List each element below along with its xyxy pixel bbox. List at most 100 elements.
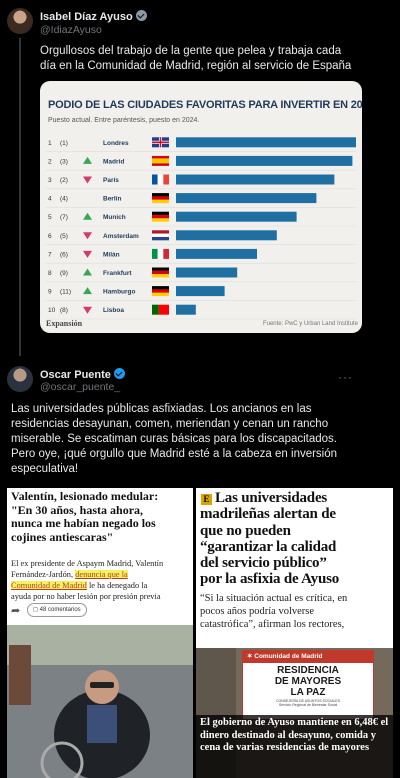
- flag-de-icon: [152, 267, 169, 278]
- rank-previous: (9): [60, 270, 68, 277]
- lede-link[interactable]: denuncia que la: [75, 570, 128, 579]
- tweet-text: Orgullosos del trabajo de la gente que p…: [40, 44, 351, 74]
- comments-count: 48 comentarios: [39, 607, 81, 613]
- bar-chart: 1 (1) Londres 2 (3) Madrid 3 (2) París 4 (4) Berlín…: [46, 137, 356, 320]
- rank-previous: (1): [60, 140, 68, 147]
- city-label: Frankfurt: [103, 270, 132, 277]
- rank-current: 7: [48, 251, 52, 258]
- chart-image[interactable]: PODIO DE LAS CIUDADES FAVORITAS PARA INV…: [40, 81, 362, 333]
- clip-headline: Las universidades madrileñas alertan de …: [200, 490, 339, 588]
- flag-stripe: [152, 286, 169, 290]
- trend-down-icon: [83, 250, 92, 258]
- flag-stripe: [152, 274, 169, 278]
- city-label: Madrid: [103, 158, 124, 165]
- photo-pedestrian: [9, 645, 31, 705]
- photo-illustration: [7, 625, 193, 778]
- author-name-text[interactable]: Oscar Puente: [40, 369, 111, 381]
- clip-lede: “Si la situación actual es crítica, en p…: [200, 592, 347, 631]
- rank-current: 1: [48, 140, 52, 147]
- flag-stripe: [152, 248, 158, 259]
- bar: [176, 137, 356, 148]
- bar: [176, 193, 317, 204]
- comment-icon: ◻: [33, 607, 38, 613]
- trend-down-icon: [83, 306, 92, 314]
- sign-header-text: Comunidad de Madrid: [254, 653, 323, 660]
- flag-es-icon: [152, 155, 169, 166]
- flag-stripe: [152, 270, 169, 275]
- avatar[interactable]: [7, 366, 33, 392]
- city-label: Lisboa: [103, 307, 124, 314]
- author-name-text[interactable]: Isabel Díaz Ayuso: [40, 11, 133, 23]
- comments-button[interactable]: ◻ 48 comentarios: [27, 603, 87, 617]
- flag-stripe: [152, 230, 169, 234]
- headline-line: Valentín, lesionado medular:: [11, 489, 159, 503]
- chart-subtitle: Puesto actual. Entre paréntesis, puesto …: [48, 117, 200, 124]
- trend-up-icon: [83, 268, 92, 276]
- more-options-icon[interactable]: ···: [338, 370, 353, 384]
- flag-nl-icon: [152, 230, 169, 241]
- flag-stripe: [152, 233, 169, 237]
- news-clip-valentin[interactable]: Valentín, lesionado medular: "En 30 años…: [7, 488, 193, 778]
- sign-line: RESIDENCIA: [277, 665, 339, 676]
- photo-shirt: [87, 705, 117, 743]
- avatar[interactable]: [7, 8, 33, 34]
- flag-it-icon: [152, 248, 169, 259]
- city-label: Milán: [103, 251, 120, 258]
- flag-stripe: [152, 289, 169, 293]
- rank-previous: (7): [60, 214, 68, 221]
- lede-line: ayuda por no haber lesión por presión pr…: [11, 592, 161, 601]
- verified-badge-icon: [135, 10, 147, 21]
- photo-wheel: [40, 741, 84, 778]
- flag-de-icon: [152, 211, 169, 222]
- sign-body: RESIDENCIA DE MAYORES LA PAZ: [243, 665, 373, 698]
- city-label: Berlín: [103, 196, 121, 203]
- tweet-text-line: Las universidades públicas asfixiadas. L…: [11, 403, 312, 415]
- author-name[interactable]: Oscar Puente: [40, 368, 125, 381]
- flag-stripe: [152, 215, 169, 219]
- tweet-text-line: Orgullosos del trabajo de la gente que p…: [40, 45, 342, 57]
- rank-current: 4: [48, 196, 52, 203]
- city-label: Amsterdam: [103, 233, 139, 240]
- trend-down-icon: [83, 176, 92, 184]
- rank-previous: (8): [60, 307, 68, 314]
- rank-previous: (2): [60, 177, 68, 184]
- headline-line: del servicio público”: [200, 555, 327, 572]
- tweet-text-line: residencias desayunan, comen, meriendan …: [11, 418, 329, 430]
- author-handle[interactable]: @oscar_puente_: [40, 381, 121, 393]
- tweet-text: Las universidades públicas asfixiadas. L…: [11, 402, 391, 477]
- sign-small: CONSEJERÍA DE ASUNTOS SOCIALES Servicio …: [243, 699, 373, 707]
- lede-line: Fernández-Jardón, denuncia que la: [11, 569, 163, 580]
- flag-stripe: [152, 218, 169, 222]
- caption-line: dinero destinado al desayuno, comida y: [200, 729, 377, 741]
- flag-gb-icon: [152, 137, 169, 148]
- flag-stripe: [152, 158, 169, 164]
- flag-stripe: [157, 248, 164, 259]
- residence-sign: ✶ Comunidad de Madrid RESIDENCIA DE MAYO…: [242, 650, 374, 720]
- rank-current: 10: [48, 307, 56, 314]
- bar: [176, 211, 297, 222]
- photo-trees: [7, 625, 193, 665]
- trend-up-icon: [83, 156, 92, 164]
- rank-current: 8: [48, 270, 52, 277]
- sign-line: DE MAYORES: [274, 676, 342, 687]
- trend-down-icon: [83, 232, 92, 240]
- lede-line: pocos años podría volverse: [200, 606, 315, 617]
- flag-stripe: [163, 248, 169, 259]
- share-icon[interactable]: ➦: [11, 605, 21, 617]
- lede-link[interactable]: Comunidad de Madrid: [11, 581, 87, 590]
- flag-stripe: [152, 193, 169, 197]
- lede-line: El ex presidente de Aspaym Madrid, Valen…: [11, 559, 164, 568]
- bar: [176, 267, 238, 278]
- flag-stripe: [163, 174, 169, 185]
- rank-current: 3: [48, 177, 52, 184]
- star-icon: ✶: [247, 653, 253, 660]
- flag-stripe: [158, 304, 169, 315]
- thread-line: [19, 38, 21, 356]
- city-label: Hamburgo: [103, 289, 136, 296]
- author-handle[interactable]: @IdiazAyuso: [40, 24, 102, 36]
- flag-stripe: [157, 174, 164, 185]
- rank-current: 5: [48, 214, 52, 221]
- news-clip-universidades[interactable]: E Las universidades madrileñas alertan d…: [196, 488, 393, 778]
- author-name[interactable]: Isabel Díaz Ayuso: [40, 10, 147, 23]
- headline-line: “garantizar la calidad: [200, 538, 337, 555]
